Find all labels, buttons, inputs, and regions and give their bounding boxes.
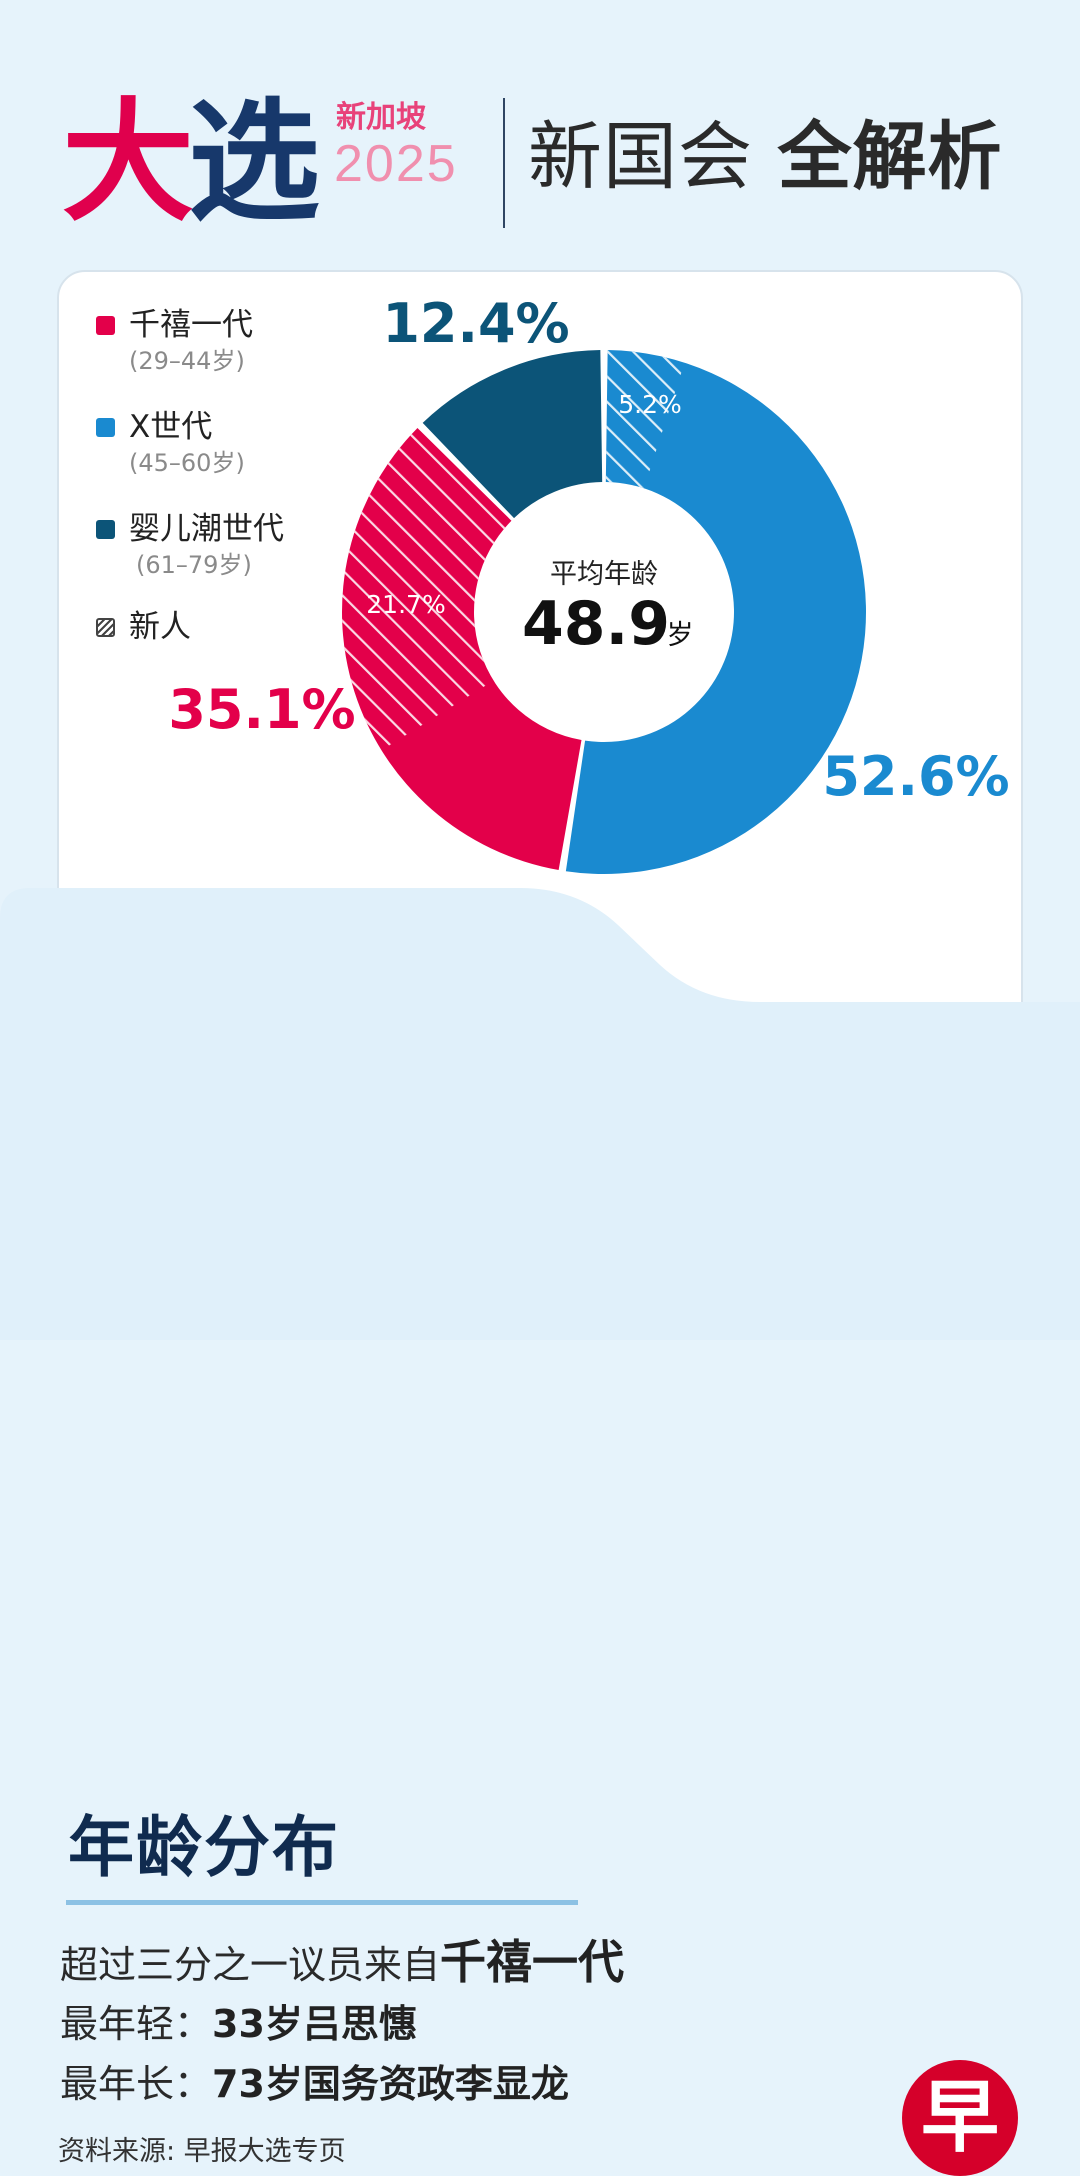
legend-range-millennials: (29–44岁)	[129, 347, 245, 375]
section-underline	[66, 1900, 578, 1905]
center-label: 平均年龄	[550, 559, 658, 590]
header: 大选 新加坡 2025 新国会 全解析	[0, 0, 1080, 250]
legend-swatch-millennials	[96, 316, 115, 335]
info-line-1: 超过三分之一议员来自千禧一代	[60, 1934, 624, 1993]
legend-swatch-boomers	[96, 520, 115, 539]
center-value: 48.9	[522, 589, 670, 659]
info-line-2-value: 33岁吕思憓	[212, 2002, 417, 2046]
center-unit: 岁	[667, 620, 694, 651]
legend-label-millennials: 千禧一代	[129, 307, 253, 343]
value-label-gen-x: 52.6%	[822, 745, 1009, 808]
title-regular: 新国会	[528, 114, 753, 200]
brand-logo-text: 大选	[62, 86, 320, 240]
source-note: 资料来源: 早报大选专页	[58, 2136, 346, 2167]
newcomer-label-millennials: 21.7%	[366, 590, 445, 619]
info-panel-bg	[0, 0, 1080, 1340]
legend-swatch-newcomers	[96, 618, 115, 637]
legend-label-newcomers: 新人	[129, 609, 191, 645]
header-divider	[503, 98, 505, 228]
donut-hatch-millennials	[341, 428, 512, 751]
info-line-3-value: 73岁国务资政李显龙	[212, 2062, 569, 2106]
legend-label-boomers: 婴儿潮世代	[129, 511, 284, 547]
brand-country: 新加坡	[336, 100, 426, 135]
info-panel: 年龄分布 超过三分之一议员来自千禧一代 最年轻：33岁吕思憓 最年长：73岁国务…	[0, 880, 1080, 2176]
value-label-millennials: 35.1%	[168, 678, 355, 741]
legend-range-boomers: (61–79岁)	[136, 551, 252, 579]
legend-label-gen-x: X世代	[129, 409, 213, 445]
info-line-3-label: 最年长：	[60, 2062, 213, 2106]
info-line-2: 最年轻：33岁吕思憓	[60, 1996, 417, 2052]
brand-char-1: 大	[62, 86, 194, 240]
info-line-1-strong: 千禧一代	[440, 1935, 625, 1989]
value-label-boomers: 12.4%	[382, 292, 569, 355]
section-title: 年龄分布	[68, 1809, 340, 1886]
brand-char-2: 选	[188, 86, 320, 240]
brand-year: 2025	[334, 135, 458, 193]
zaobao-logo: 早	[902, 2060, 1018, 2176]
info-line-2-label: 最年轻：	[60, 2002, 213, 2046]
info-line-3: 最年长：73岁国务资政李显龙	[60, 2056, 569, 2112]
page-title: 新国会 全解析	[528, 112, 1003, 202]
donut-hatch-gen-x	[605, 350, 685, 489]
legend-swatch-gen-x	[96, 418, 115, 437]
title-strong: 全解析	[777, 114, 1003, 200]
legend-range-gen-x: (45–60岁)	[129, 449, 245, 477]
info-line-1-prefix: 超过三分之一议员来自	[60, 1943, 441, 1987]
newcomer-label-gen-x: 5.2%	[618, 390, 682, 419]
donut-slice-boomers	[422, 350, 603, 519]
